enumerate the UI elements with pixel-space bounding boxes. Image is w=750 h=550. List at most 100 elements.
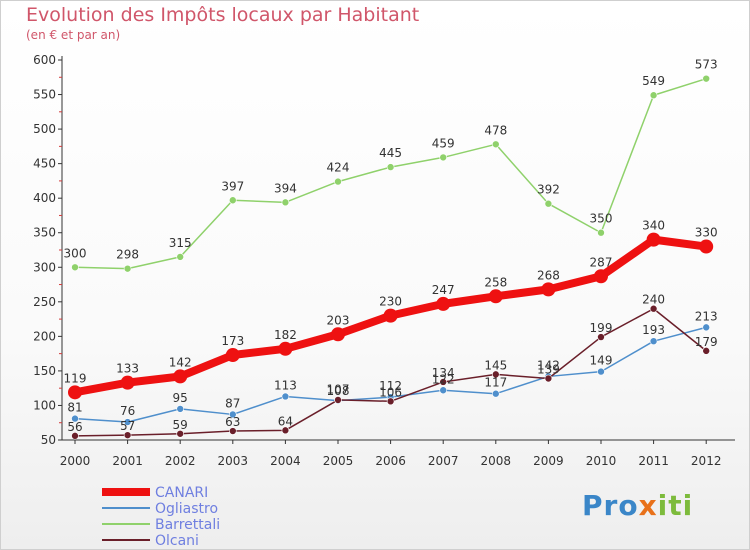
data-label: 199 bbox=[590, 321, 613, 335]
data-point bbox=[488, 289, 503, 304]
data-point bbox=[702, 74, 711, 83]
data-label: 459 bbox=[432, 136, 455, 150]
data-point bbox=[173, 369, 188, 384]
data-point bbox=[334, 396, 342, 404]
data-point bbox=[120, 375, 135, 390]
data-label: 76 bbox=[120, 404, 135, 418]
x-tick-label: 2009 bbox=[533, 454, 564, 468]
data-point bbox=[386, 163, 395, 171]
data-label: 108 bbox=[327, 384, 350, 398]
legend-label: Olcani bbox=[155, 533, 199, 549]
x-tick-label: 2008 bbox=[481, 454, 512, 468]
x-tick-label: 2005 bbox=[323, 454, 354, 468]
data-point bbox=[702, 347, 711, 355]
data-label: 549 bbox=[642, 74, 665, 88]
data-label: 247 bbox=[432, 283, 455, 297]
data-point bbox=[281, 392, 290, 401]
data-point bbox=[436, 296, 451, 311]
x-tick-label: 2010 bbox=[586, 454, 617, 468]
data-point bbox=[383, 308, 398, 323]
y-tick-label: 600 bbox=[33, 53, 56, 67]
data-label: 142 bbox=[169, 355, 192, 369]
data-label: 573 bbox=[695, 58, 718, 72]
data-point bbox=[229, 427, 237, 435]
data-label: 240 bbox=[642, 293, 665, 307]
data-point bbox=[71, 263, 79, 272]
data-point bbox=[176, 405, 184, 413]
chart-subtitle: (en € et par an) bbox=[26, 28, 121, 42]
y-tick-label: 550 bbox=[33, 88, 56, 102]
x-tick-label: 2006 bbox=[375, 454, 406, 468]
data-point bbox=[176, 429, 184, 438]
data-point bbox=[331, 327, 345, 342]
data-label: 112 bbox=[379, 379, 402, 393]
data-point bbox=[491, 370, 500, 379]
data-label: 193 bbox=[642, 323, 665, 337]
data-point bbox=[334, 177, 342, 186]
data-label: 213 bbox=[695, 309, 718, 323]
data-label: 107 bbox=[327, 383, 350, 397]
data-point bbox=[439, 386, 448, 395]
data-label: 119 bbox=[64, 371, 87, 385]
data-label: 113 bbox=[274, 378, 297, 392]
data-point bbox=[123, 418, 132, 426]
x-tick-label: 2003 bbox=[218, 454, 249, 468]
data-label: 350 bbox=[590, 212, 613, 226]
data-label: 478 bbox=[484, 123, 507, 137]
x-tick-label: 2012 bbox=[691, 454, 722, 468]
data-label: 139 bbox=[537, 363, 560, 377]
data-point bbox=[225, 348, 240, 363]
data-point bbox=[541, 282, 556, 297]
y-tick-label: 400 bbox=[33, 191, 56, 205]
data-label: 182 bbox=[274, 328, 297, 342]
y-tick-label: 200 bbox=[33, 329, 56, 343]
data-point bbox=[594, 269, 608, 284]
data-point bbox=[71, 414, 79, 423]
data-point bbox=[71, 432, 79, 440]
legend-label: CANARI bbox=[155, 485, 208, 501]
data-label: 330 bbox=[695, 226, 718, 240]
y-tick-label: 300 bbox=[33, 260, 56, 274]
data-point bbox=[281, 426, 290, 435]
proxiti-logo: Proxiti bbox=[582, 489, 694, 522]
data-point bbox=[491, 140, 500, 149]
data-point bbox=[68, 385, 82, 400]
data-label: 300 bbox=[64, 246, 87, 260]
data-label: 95 bbox=[173, 391, 188, 405]
data-point bbox=[123, 431, 132, 439]
data-point bbox=[544, 199, 553, 208]
data-label: 392 bbox=[537, 183, 560, 197]
data-label: 179 bbox=[695, 335, 718, 349]
y-tick-label: 100 bbox=[33, 398, 56, 412]
x-tick-label: 2004 bbox=[270, 454, 301, 468]
data-label: 87 bbox=[225, 396, 240, 410]
data-point bbox=[229, 196, 237, 205]
data-label: 397 bbox=[221, 179, 244, 193]
data-label: 230 bbox=[379, 295, 402, 309]
y-tick-label: 350 bbox=[33, 226, 56, 240]
y-tick-label: 450 bbox=[33, 157, 56, 171]
chart-title: Evolution des Impôts locaux par Habitant bbox=[26, 4, 420, 26]
data-point bbox=[649, 91, 658, 100]
data-point bbox=[278, 341, 293, 356]
x-tick-label: 2007 bbox=[428, 454, 459, 468]
data-label: 298 bbox=[116, 248, 139, 262]
data-point bbox=[123, 264, 132, 273]
data-label: 145 bbox=[484, 358, 507, 372]
data-point bbox=[646, 232, 661, 247]
data-label: 424 bbox=[327, 161, 350, 175]
data-label: 394 bbox=[274, 181, 297, 195]
data-point bbox=[229, 410, 237, 419]
data-label: 63 bbox=[225, 415, 240, 429]
data-point bbox=[439, 378, 448, 386]
x-tick-label: 2011 bbox=[638, 454, 669, 468]
data-point bbox=[544, 374, 553, 383]
data-point bbox=[597, 367, 605, 376]
legend-label: Ogliastro bbox=[155, 501, 218, 517]
data-label: 315 bbox=[169, 236, 192, 250]
x-tick-label: 2002 bbox=[165, 454, 196, 468]
y-tick-label: 50 bbox=[41, 433, 56, 447]
data-point bbox=[702, 323, 711, 332]
data-point bbox=[176, 253, 184, 261]
